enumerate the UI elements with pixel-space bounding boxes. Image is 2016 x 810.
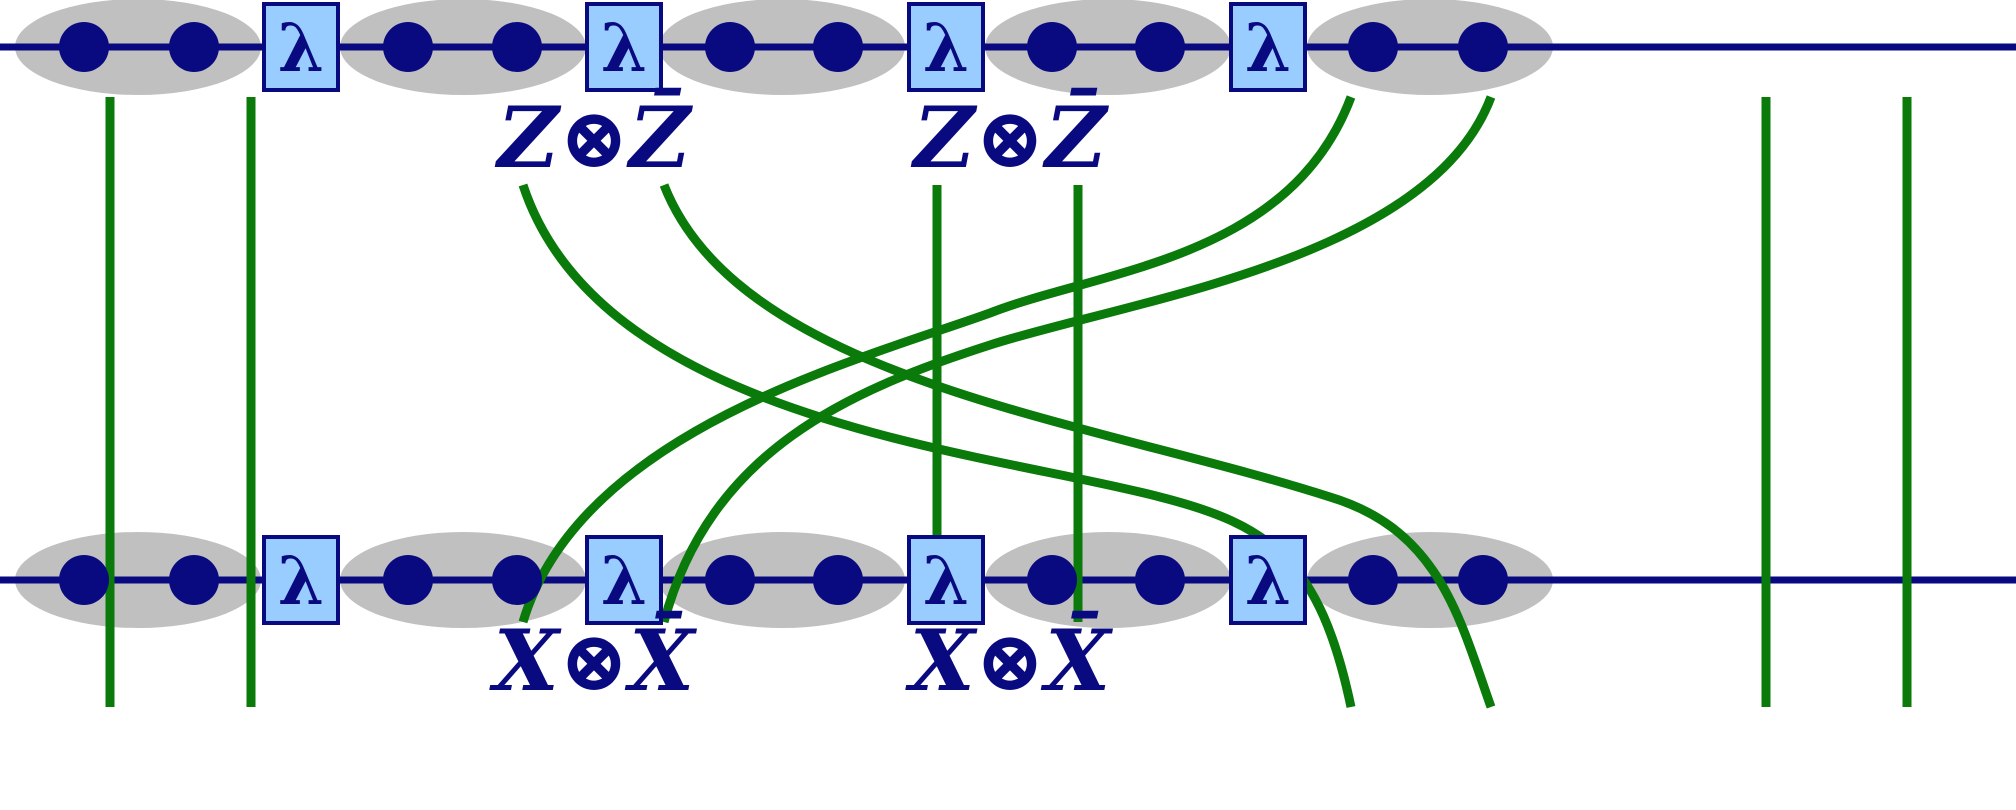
bottom-tensor-node-5-1	[1348, 555, 1398, 605]
bottom-tensor-node-5-2	[1458, 555, 1508, 605]
top-operator-label-2: Z⊗Z̄	[910, 88, 1109, 187]
top-tensor-node-1-2	[169, 22, 219, 72]
operator-labels: Z⊗Z̄ Z⊗Z̄ X⊗X̄ X⊗X̄	[489, 88, 1114, 710]
top-tensor-node-4-2	[1135, 22, 1185, 72]
top-lambda-box-4: λ	[1229, 2, 1307, 92]
lambda-box-frame	[585, 535, 663, 625]
top-tensor-node-1-1	[59, 22, 109, 72]
bottom-lambda-box-2: λ	[585, 535, 663, 625]
lambda-box-frame	[262, 2, 340, 92]
operator-label-text: Z⊗Z̄	[494, 88, 693, 187]
lambda-box-frame	[907, 2, 985, 92]
bottom-tensor-node-1-1	[59, 555, 109, 605]
bottom-tensor-node-4-2	[1135, 555, 1185, 605]
lambda-symbol: λ	[278, 542, 324, 620]
top-lambda-box-1: λ	[262, 2, 340, 92]
lambda-symbol: λ	[601, 9, 647, 87]
operator-label-text: X⊗X̄	[905, 611, 1114, 710]
top-tensor-node-2-2	[492, 22, 542, 72]
lambda-symbol: λ	[278, 9, 324, 87]
lambda-box-frame	[907, 535, 985, 625]
bottom-operator-label-2: X⊗X̄	[905, 611, 1114, 710]
top-tensor-node-4-1	[1027, 22, 1077, 72]
lambda-box-frame	[1229, 2, 1307, 92]
bottom-tensor-node-4-1	[1027, 555, 1077, 605]
operator-label-text: Z⊗Z̄	[910, 88, 1109, 187]
link-cross-4	[659, 95, 1496, 624]
top-tensor-node-5-1	[1348, 22, 1398, 72]
lambda-symbol: λ	[1245, 542, 1291, 620]
operator-label-text: X⊗X̄	[489, 611, 698, 710]
top-lambda-box-3: λ	[907, 2, 985, 92]
bottom-tensor-node-3-1	[705, 555, 755, 605]
lambda-symbol: λ	[923, 9, 969, 87]
top-operator-label-1: Z⊗Z̄	[494, 88, 693, 187]
top-lambda-box-2: λ	[585, 2, 663, 92]
top-tensor-node-3-2	[813, 22, 863, 72]
lambda-symbol: λ	[601, 542, 647, 620]
top-tensor-node-5-2	[1458, 22, 1508, 72]
bottom-lambda-box-4: λ	[1229, 535, 1307, 625]
top-tensor-node-3-1	[705, 22, 755, 72]
tensor-nodes	[59, 22, 1508, 605]
lambda-symbol: λ	[923, 542, 969, 620]
bottom-operator-label-1: X⊗X̄	[489, 611, 698, 710]
bottom-tensor-node-2-2	[492, 555, 542, 605]
lambda-boxes: λ λ λ λ λ λ λ λ	[262, 2, 1307, 625]
bottom-tensor-node-3-2	[813, 555, 863, 605]
bottom-lambda-box-1: λ	[262, 535, 340, 625]
link-cross-3	[518, 95, 1356, 624]
bottom-tensor-node-1-2	[169, 555, 219, 605]
link-cross-2	[659, 183, 1496, 709]
lambda-box-frame	[262, 535, 340, 625]
top-tensor-node-2-1	[383, 22, 433, 72]
green-links	[105, 95, 1912, 709]
bottom-lambda-box-3: λ	[907, 535, 985, 625]
lambda-symbol: λ	[1245, 9, 1291, 87]
bottom-tensor-node-2-1	[383, 555, 433, 605]
lambda-box-frame	[1229, 535, 1307, 625]
lambda-box-frame	[585, 2, 663, 92]
